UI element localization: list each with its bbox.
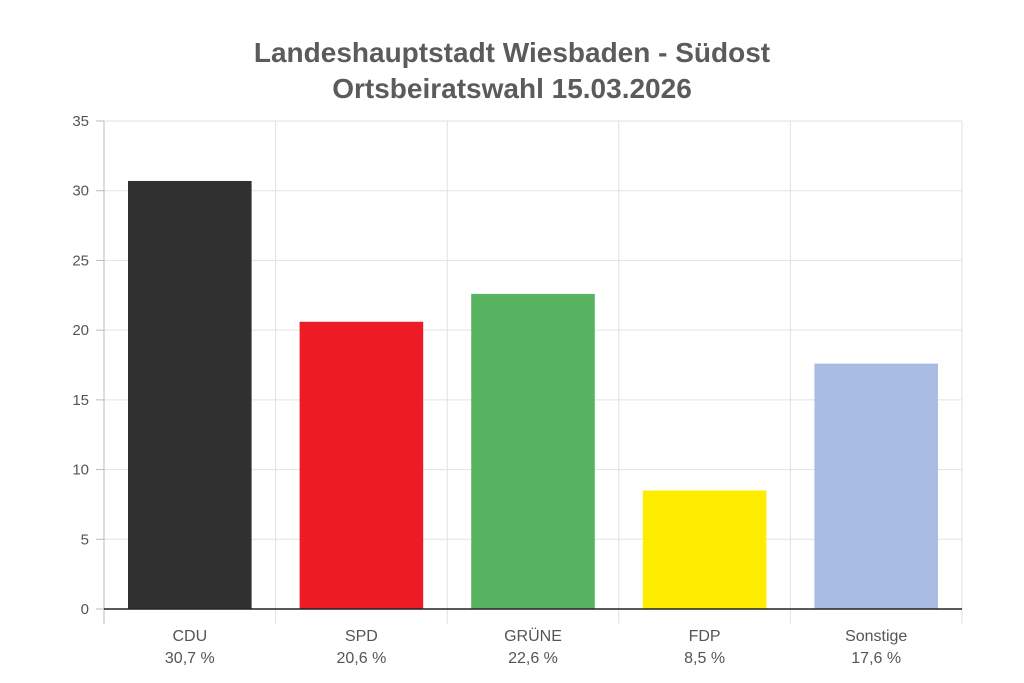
axes — [96, 120, 962, 610]
bars — [128, 180, 938, 609]
bar-grüne — [471, 293, 595, 609]
x-category-label: GRÜNE — [504, 627, 562, 645]
chart-title-line-1: Landeshauptstadt Wiesbaden - Südost — [254, 37, 770, 68]
x-value-label: 22,6 % — [508, 650, 558, 667]
y-tick-label: 10 — [72, 462, 89, 479]
y-tick-label: 15 — [72, 392, 89, 409]
chart-title-line-2: Ortsbeiratswahl 15.03.2026 — [332, 73, 692, 104]
y-tick-label: 30 — [72, 183, 89, 200]
y-tick-label: 5 — [81, 531, 89, 548]
x-value-label: 8,5 % — [684, 650, 725, 667]
x-value-label: 20,6 % — [336, 650, 386, 667]
y-tick-label: 25 — [72, 252, 89, 269]
x-category-label: CDU — [172, 628, 207, 645]
y-tick-label: 20 — [72, 322, 89, 339]
x-category-label: FDP — [689, 628, 721, 645]
labels: 0 5 10 15 20 25 30 35 CDU 30,7 % SPD 20,6 % GRÜNE 22,… — [72, 113, 907, 667]
bar-spd — [299, 321, 424, 609]
bar-fdp — [642, 490, 767, 609]
x-category-label: Sonstige — [845, 628, 907, 645]
y-tick-label: 35 — [72, 113, 89, 130]
y-tick-label: 0 — [81, 601, 89, 618]
x-value-label: 17,6 % — [851, 650, 901, 667]
bar-cdu — [128, 180, 252, 609]
x-category-label: SPD — [345, 628, 378, 645]
x-value-label: 30,7 % — [165, 650, 215, 667]
bar-sonstige — [814, 363, 938, 609]
